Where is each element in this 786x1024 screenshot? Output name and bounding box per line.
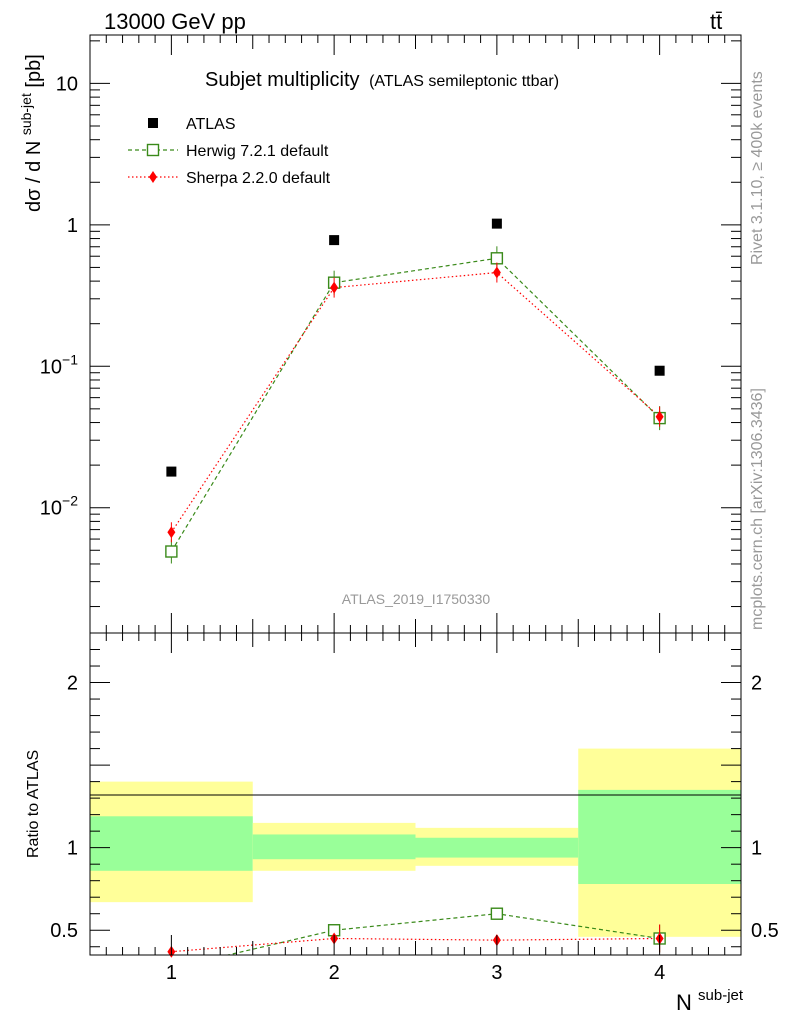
- ratio-panel: 0.5 0.5 1 1 2 2 1 2 3 4 Ratio to ATLAS N sub-jet: [25, 632, 779, 1015]
- ratio-band-green: [90, 816, 253, 871]
- mcplots-label: mcplots.cern.ch [arXiv:1306.3436]: [749, 388, 766, 630]
- ratio-uncertainty-bands: [90, 748, 741, 937]
- legend-marker-herwig: [146, 143, 160, 157]
- legend-item-herwig: Herwig 7.2.1 default: [128, 143, 329, 160]
- ratio-line-1: [171, 937, 660, 953]
- legend-label-sherpa: Sherpa 2.2.0 default: [186, 170, 331, 187]
- ratio-axis-ticks: [89, 633, 742, 955]
- atlas-point: [166, 466, 177, 477]
- legend-label-herwig: Herwig 7.2.1 default: [186, 143, 329, 160]
- ratio-y-tick-label-right: 2: [751, 673, 762, 695]
- main-y-tick-label: 1: [67, 215, 78, 237]
- atlas-point: [329, 235, 340, 246]
- ratio-band-green: [415, 837, 579, 858]
- sherpa-point: [655, 410, 664, 423]
- ratio-y-tick-label-left: 2: [67, 673, 78, 695]
- main-panel: 10 1 10−1 10−2 Subjet multiplicity (ATLAS s…: [14, 34, 742, 634]
- atlas-point: [491, 218, 502, 229]
- x-tick-label: 1: [166, 962, 177, 984]
- ratio-line-0: [225, 913, 660, 955]
- ratio-y-tick-labels: 0.5 0.5 1 1 2 2: [50, 673, 779, 943]
- ratio-y-tick-label-left: 0.5: [50, 920, 78, 942]
- main-series-points: [165, 218, 666, 564]
- sherpa-point: [167, 526, 176, 539]
- x-tick-label: 3: [491, 962, 502, 984]
- legend-marker-atlas: [148, 118, 158, 128]
- herwig-point: [490, 252, 504, 265]
- series-line-2: [170, 271, 661, 533]
- ratio-band-green: [578, 789, 741, 884]
- header-right: tt̄: [710, 9, 722, 34]
- ratio-series-lines: [171, 913, 660, 955]
- ratio-y-tick-label-right: 0.5: [751, 920, 779, 942]
- ratio-y-tick-label-right: 1: [751, 838, 762, 860]
- rivet-label: Rivet 3.1.10, ≥ 400k events: [749, 71, 766, 265]
- ratio-band-green: [252, 834, 416, 860]
- main-y-tick-labels: 10 1 10−1 10−2: [40, 73, 78, 519]
- x-tick-label: 2: [329, 962, 340, 984]
- chart-title: Subjet multiplicity (ATLAS semileptonic …: [205, 69, 559, 91]
- x-axis-label: N sub-jet: [676, 987, 744, 1015]
- ratio-y-tick-label-left: 1: [67, 838, 78, 860]
- legend-label-atlas: ATLAS: [186, 116, 236, 133]
- main-y-axis-label: dσ / d N sub-jet [pb]: [14, 54, 45, 212]
- sherpa-point: [492, 266, 501, 279]
- sherpa-point: [330, 281, 339, 294]
- legend-item-atlas: ATLAS: [148, 116, 236, 133]
- x-tick-label: 4: [654, 962, 665, 984]
- main-y-tick-label: 10: [56, 73, 78, 95]
- series-line-1: [170, 257, 661, 552]
- main-y-tick-label: 10−1: [40, 351, 78, 378]
- main-y-tick-label: 10−2: [40, 493, 78, 520]
- analysis-watermark: ATLAS_2019_I1750330: [342, 591, 491, 607]
- legend: ATLAS Herwig 7.2.1 default Sherpa 2.2.0 …: [128, 116, 331, 187]
- main-axis-ticks: [89, 35, 742, 633]
- x-tick-labels: 1 2 3 4: [166, 962, 665, 984]
- atlas-point: [654, 365, 665, 376]
- ratio-y-axis-label: Ratio to ATLAS: [25, 750, 42, 858]
- main-series-lines: [170, 257, 661, 552]
- legend-marker-sherpa: [149, 171, 157, 183]
- ratio-herwig-point: [490, 907, 504, 920]
- header-left: 13000 GeV pp: [104, 9, 246, 34]
- legend-item-sherpa: Sherpa 2.2.0 default: [128, 170, 331, 187]
- herwig-point: [165, 545, 178, 558]
